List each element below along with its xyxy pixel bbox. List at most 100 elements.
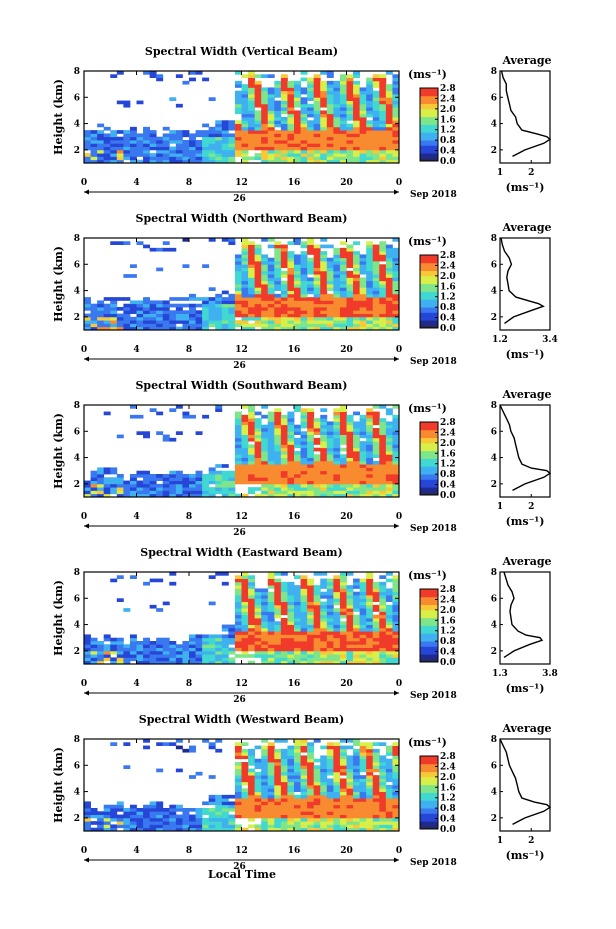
- heatmap-cell: [320, 297, 328, 301]
- heatmap-cell: [215, 316, 223, 321]
- heatmap-cell: [366, 762, 374, 766]
- heatmap-cell: [366, 414, 374, 419]
- heatmap-cell: [326, 765, 334, 769]
- heatmap-cell: [149, 827, 157, 832]
- heatmap-cell: [136, 654, 144, 658]
- heatmap-cell: [175, 660, 183, 665]
- heatmap-cell: [116, 490, 124, 495]
- heatmap-cell: [274, 87, 282, 92]
- heatmap-cell: [241, 441, 249, 445]
- heatmap-cell: [333, 297, 341, 301]
- heatmap-cell: [385, 464, 393, 468]
- heatmap-cell: [313, 133, 321, 138]
- heatmap-cell: [280, 303, 288, 308]
- day-span-arrow: [394, 690, 399, 696]
- heatmap-cell: [313, 107, 321, 111]
- heatmap-cell: [372, 97, 380, 101]
- heatmap-cell: [97, 811, 105, 815]
- heatmap-cell: [385, 758, 393, 763]
- heatmap-cell: [307, 588, 315, 593]
- heatmap-cell: [333, 140, 341, 144]
- heatmap-cell: [353, 742, 361, 746]
- heatmap-cell: [189, 824, 196, 829]
- heatmap-cell: [175, 316, 183, 321]
- x-tick-label: 8: [186, 679, 192, 689]
- y-tick-label: 4: [74, 454, 80, 464]
- heatmap-cell: [346, 257, 354, 262]
- heatmap-cell: [129, 316, 137, 321]
- heatmap-cell: [353, 94, 361, 98]
- heatmap-cell: [129, 650, 137, 655]
- heatmap-cell: [313, 821, 321, 825]
- heatmap-cell: [110, 156, 118, 161]
- heatmap-cell: [333, 136, 341, 141]
- heatmap-cell: [156, 814, 164, 819]
- heatmap-cell: [123, 307, 131, 311]
- heatmap-cell: [280, 97, 288, 101]
- heatmap-cell: [339, 90, 347, 95]
- heatmap-cell: [156, 827, 164, 832]
- heatmap-cell: [300, 814, 308, 819]
- heatmap-cell: [294, 441, 301, 445]
- heatmap-cell: [300, 487, 308, 491]
- colorbar-segment: [420, 620, 438, 624]
- heatmap-cell: [241, 575, 249, 579]
- heatmap-cell: [143, 126, 151, 131]
- heatmap-cell: [267, 634, 275, 639]
- heatmap-cell: [300, 107, 308, 111]
- heatmap-cell: [307, 261, 315, 265]
- heatmap-cell: [234, 97, 242, 101]
- heatmap-cell: [202, 647, 210, 652]
- heatmap-cell: [280, 814, 288, 819]
- heatmap-cell: [294, 120, 301, 124]
- heatmap-cell: [182, 493, 190, 498]
- heatmap-cell: [359, 320, 367, 324]
- heatmap-cell: [175, 310, 183, 314]
- heatmap-cell: [195, 657, 203, 662]
- heatmap-cell: [254, 434, 262, 439]
- heatmap-cell: [248, 762, 256, 766]
- heatmap-cell: [280, 257, 288, 262]
- profile-frame: [499, 404, 551, 498]
- heatmap-cell: [280, 87, 288, 92]
- heatmap-cell: [280, 126, 288, 131]
- heatmap-cell: [267, 595, 275, 599]
- day-label: 26: [233, 695, 246, 705]
- profile-line: [500, 237, 545, 324]
- heatmap-cell: [359, 641, 367, 645]
- heatmap-cell: [353, 71, 361, 75]
- heatmap-cell: [385, 808, 393, 812]
- heatmap-cell: [366, 487, 374, 491]
- heatmap-cell: [346, 460, 354, 465]
- heatmap-cell: [287, 470, 295, 475]
- profile-frame: [499, 237, 551, 331]
- heatmap-cell: [84, 480, 91, 485]
- heatmap-cell: [333, 611, 341, 616]
- heatmap-cell: [379, 103, 387, 108]
- heatmap-cell: [136, 480, 144, 485]
- heatmap-cell: [116, 100, 124, 105]
- heatmap-cell: [280, 470, 288, 475]
- heatmap-cell: [195, 149, 203, 154]
- heatmap-cell: [359, 618, 367, 622]
- heatmap-cell: [372, 80, 380, 85]
- heatmap-cell: [346, 821, 354, 825]
- heatmap-cell: [339, 621, 347, 625]
- heatmap-cell: [267, 149, 275, 154]
- heatmap-cell: [234, 437, 242, 442]
- heatmap-cell: [339, 798, 347, 802]
- heatmap-cell: [392, 778, 400, 783]
- heatmap-cell: [333, 752, 341, 756]
- date-label: Sep 2018: [410, 691, 457, 701]
- heatmap-cell: [353, 307, 361, 311]
- heatmap-cell: [333, 477, 341, 481]
- heatmap-cell: [169, 326, 177, 331]
- heatmap-cell: [248, 447, 256, 452]
- heatmap-cell: [84, 824, 91, 829]
- heatmap-cell: [241, 460, 249, 465]
- heatmap-cell: [280, 618, 288, 622]
- heatmap-cell: [346, 483, 354, 488]
- heatmap-cell: [379, 77, 387, 82]
- heatmap-cell: [241, 578, 249, 583]
- heatmap-cell: [392, 817, 400, 822]
